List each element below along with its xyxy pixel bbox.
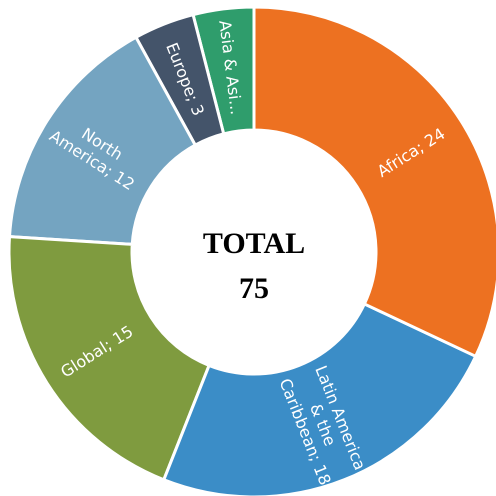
donut-slice xyxy=(7,235,212,482)
donut-slice xyxy=(161,301,478,496)
donut-slice xyxy=(7,35,198,246)
donut-slice xyxy=(252,5,496,359)
center-value: 75 xyxy=(239,272,269,305)
donut-slice xyxy=(133,12,226,148)
center-title: TOTAL xyxy=(203,227,305,260)
